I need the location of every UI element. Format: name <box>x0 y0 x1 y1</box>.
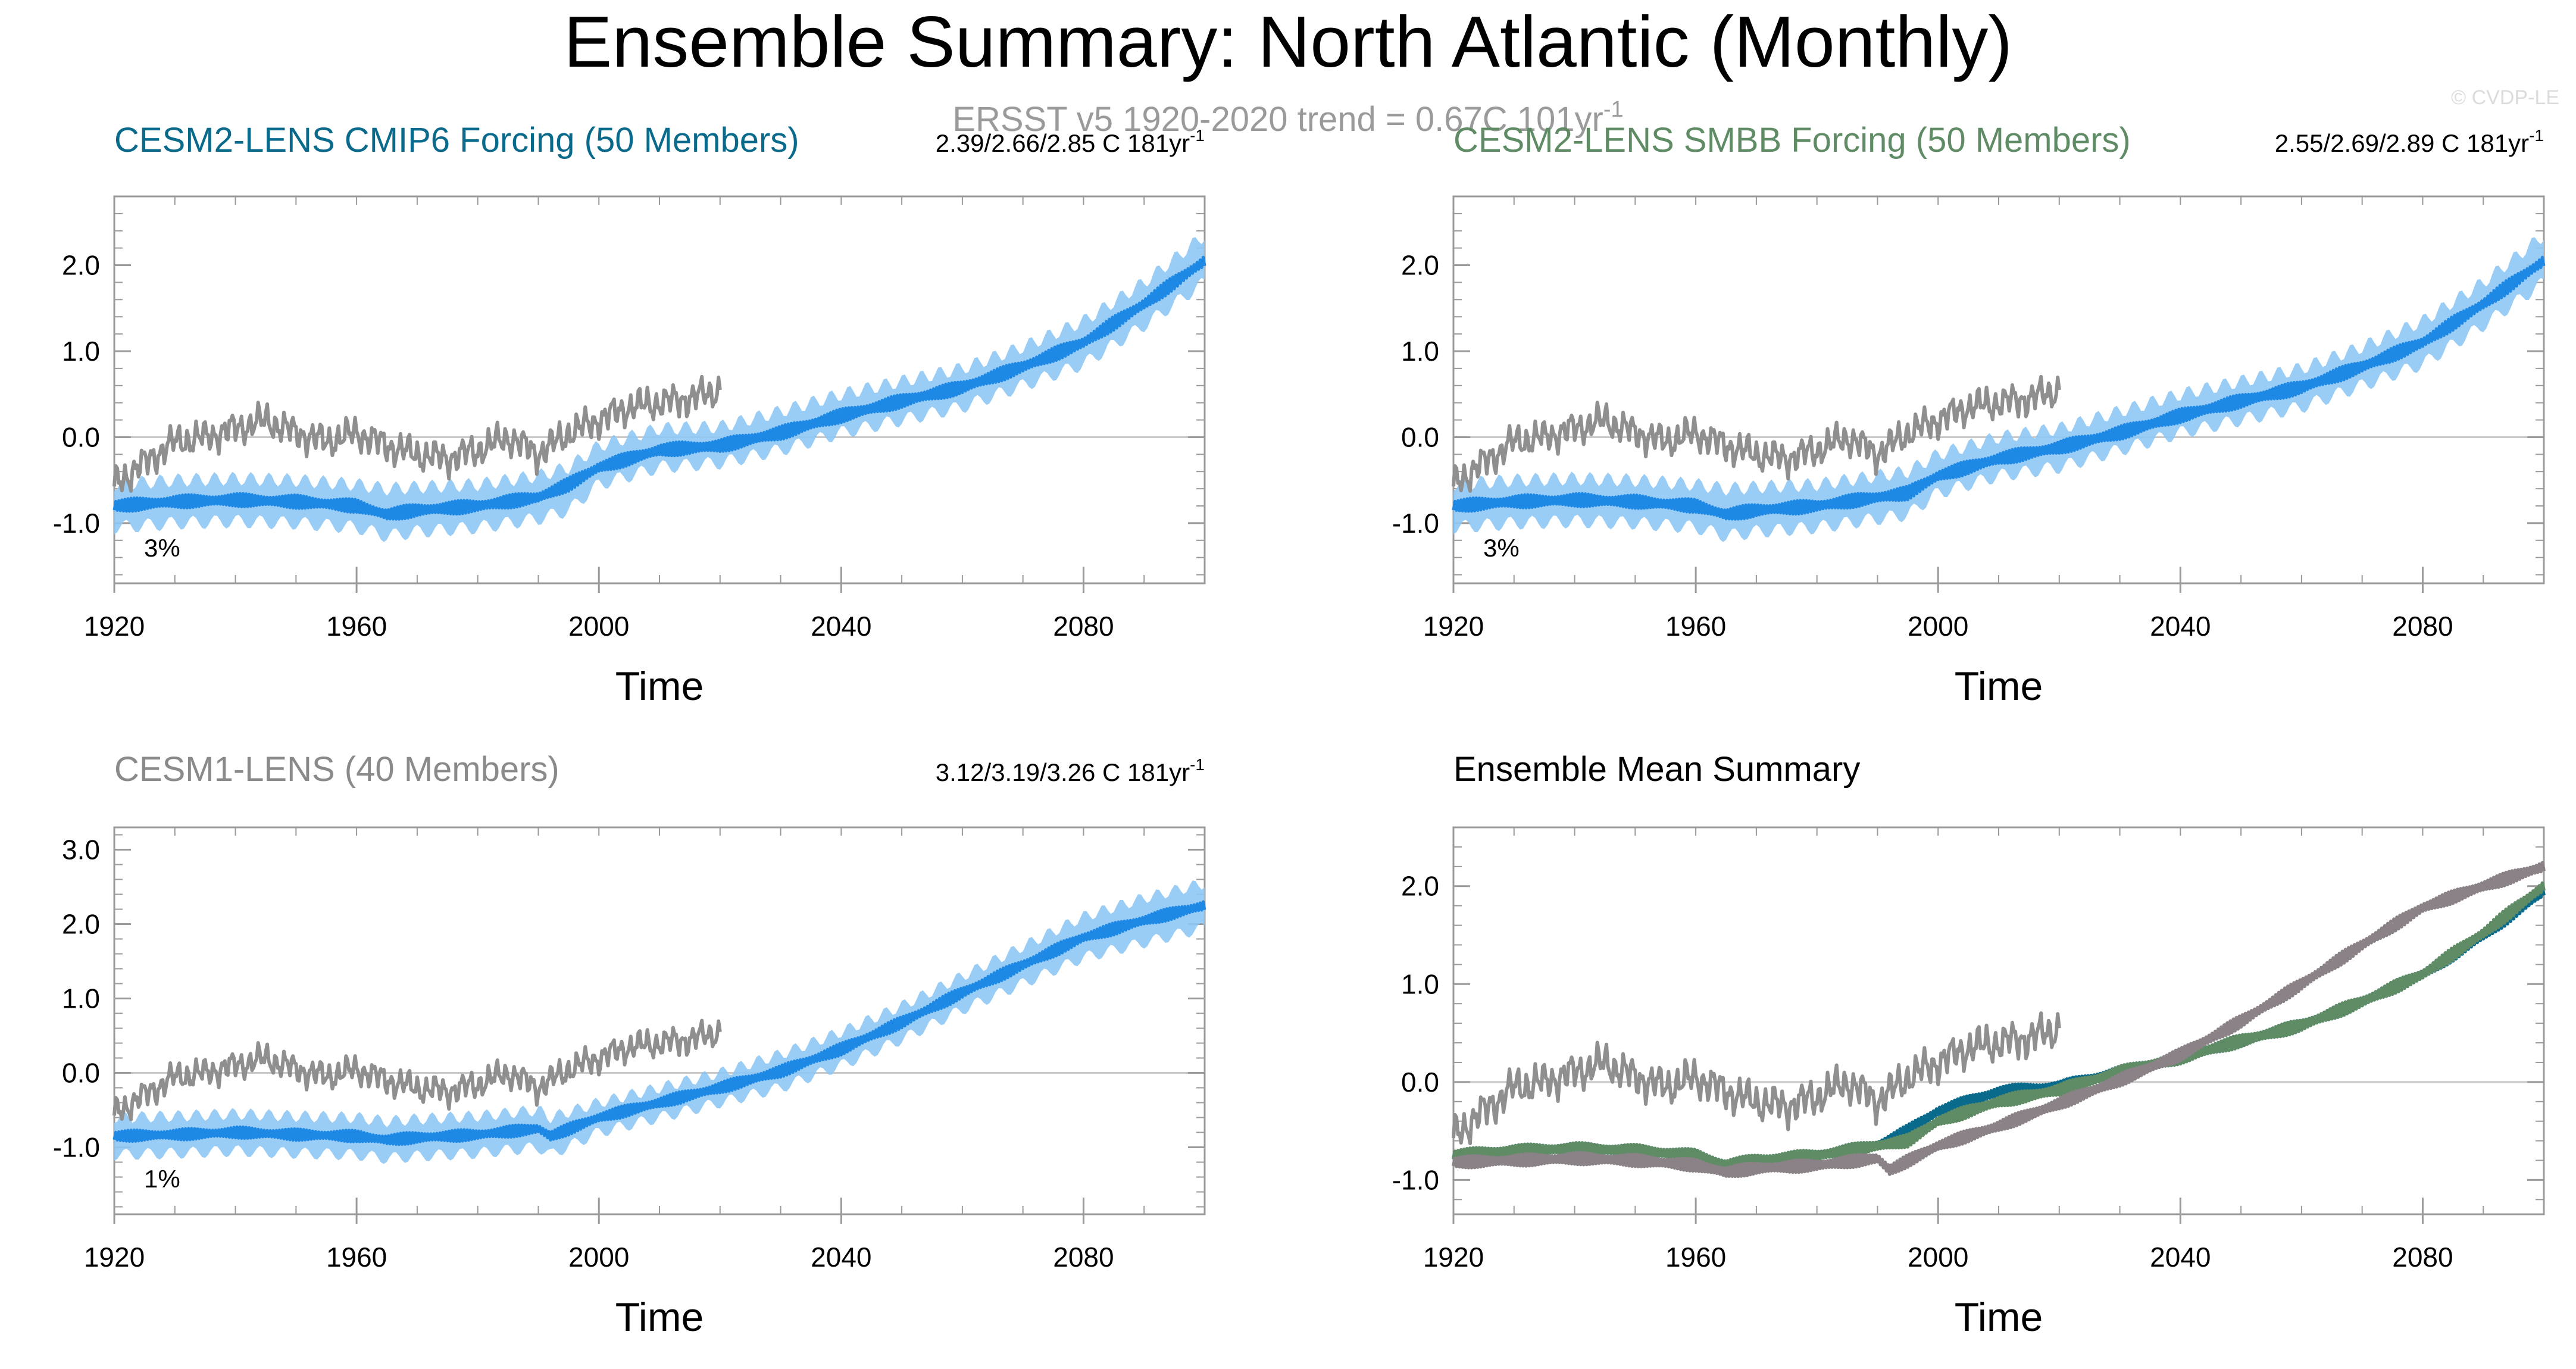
chart-panel-4: Ensemble Mean Summary -1.0 0.0 1.0 2.0 1920 19… <box>1392 750 2546 1340</box>
chart-panel-1: CESM2-LENS CMIP6 Forcing (50 Members) 2.3… <box>53 121 1206 709</box>
panel-title: CESM2-LENS SMBB Forcing (50 Members) <box>1453 121 2131 160</box>
plot-frame <box>113 195 1206 585</box>
trend-label-text: 3.12/3.19/3.26 C 181yr <box>936 758 1190 786</box>
y-tick-label: 3.0 <box>62 834 100 865</box>
y-tick-label: 2.0 <box>1401 871 1439 902</box>
percent-label: 3% <box>1483 534 1520 562</box>
ensemble-mean-line <box>1452 255 2546 521</box>
x-axis-title: Time <box>1955 1295 2043 1340</box>
watermark: © CVDP-LE <box>2451 86 2559 109</box>
observations-line <box>112 374 722 493</box>
y-tick-label: 0.0 <box>1401 1067 1439 1098</box>
trend-label-sup: -1 <box>1190 126 1205 145</box>
x-tick-label: 2080 <box>2392 611 2453 642</box>
x-tick-label: 2040 <box>2150 1242 2211 1273</box>
chart-panel-2: CESM2-LENS SMBB Forcing (50 Members) 2.55… <box>1392 121 2546 709</box>
subtitle-sup: -1 <box>1603 97 1624 122</box>
x-tick-label: 2080 <box>1053 1242 1114 1273</box>
chart-panel-3: CESM1-LENS (40 Members) 3.12/3.19/3.26 C … <box>53 750 1206 1340</box>
y-tick-label: 2.0 <box>1401 250 1439 281</box>
x-tick-label: 1960 <box>326 611 387 642</box>
y-tick-label: 1.0 <box>1401 968 1439 999</box>
x-tick-label: 1920 <box>1423 1242 1484 1273</box>
y-tick-label: -1.0 <box>53 1132 100 1163</box>
x-tick-label: 2040 <box>2150 611 2211 642</box>
trend-label: 2.39/2.66/2.85 C 181yr-1 <box>936 126 1205 157</box>
ensemble-spread-band <box>114 880 1205 1164</box>
panel-title: CESM1-LENS (40 Members) <box>114 750 559 789</box>
plot-frame <box>113 826 1206 1215</box>
y-tick-label: 0.0 <box>62 1058 100 1089</box>
x-tick-label: 1960 <box>1665 611 1726 642</box>
y-tick-label: -1.0 <box>1392 508 1439 539</box>
y-tick-label: 0.0 <box>62 421 100 452</box>
observations-line <box>112 1018 722 1121</box>
x-tick-label: 2000 <box>1908 611 1968 642</box>
x-tick-label: 1920 <box>84 1242 145 1273</box>
trend-label: 3.12/3.19/3.26 C 181yr-1 <box>936 755 1205 786</box>
x-tick-label: 1920 <box>84 611 145 642</box>
ensemble-mean-line <box>112 255 1206 521</box>
y-tick-label: 0.0 <box>1401 421 1439 452</box>
y-tick-label: 1.0 <box>1401 336 1439 367</box>
y-tick-label: 1.0 <box>62 983 100 1014</box>
ensemble-spread-band <box>114 237 1205 542</box>
x-tick-label: 1920 <box>1423 611 1484 642</box>
panel-title: CESM2-LENS CMIP6 Forcing (50 Members) <box>114 121 799 160</box>
figure-subtitle: ERSST v5 1920-2020 trend = 0.67C 101yr-1 <box>952 97 1623 139</box>
x-axis-title: Time <box>615 664 704 709</box>
percent-label: 1% <box>144 1165 180 1193</box>
x-tick-label: 1960 <box>1665 1242 1726 1273</box>
x-tick-label: 2080 <box>2392 1242 2453 1273</box>
trend-label-sup: -1 <box>2529 126 2544 145</box>
x-tick-label: 1960 <box>326 1242 387 1273</box>
y-tick-label: 1.0 <box>62 336 100 367</box>
mean-series-line <box>1452 861 2546 1179</box>
x-tick-label: 2080 <box>1053 611 1114 642</box>
trend-label: 2.55/2.69/2.89 C 181yr-1 <box>2275 126 2544 157</box>
x-axis-title: Time <box>1955 664 2043 709</box>
x-tick-label: 2040 <box>811 1242 871 1273</box>
trend-label-text: 2.39/2.66/2.85 C 181yr <box>936 129 1190 157</box>
subtitle-text: ERSST v5 1920-2020 trend = 0.67C 101yr <box>952 100 1603 139</box>
trend-label-text: 2.55/2.69/2.89 C 181yr <box>2275 129 2529 157</box>
y-tick-label: -1.0 <box>1392 1164 1439 1195</box>
percent-label: 3% <box>144 534 180 562</box>
panel-title: Ensemble Mean Summary <box>1453 750 1860 789</box>
y-tick-label: 2.0 <box>62 909 100 940</box>
trend-label-sup: -1 <box>1190 755 1205 774</box>
figure-title: Ensemble Summary: North Atlantic (Monthl… <box>564 1 2012 82</box>
x-tick-label: 2000 <box>1908 1242 1968 1273</box>
plot-frame <box>1452 195 2545 585</box>
x-tick-label: 2000 <box>568 611 629 642</box>
x-axis-title: Time <box>615 1295 704 1340</box>
ensemble-mean-line <box>112 900 1206 1146</box>
x-tick-label: 2040 <box>811 611 871 642</box>
x-tick-label: 2000 <box>568 1242 629 1273</box>
y-tick-label: 2.0 <box>62 250 100 281</box>
y-tick-label: -1.0 <box>53 508 100 539</box>
observations-line <box>1452 374 2061 493</box>
ensemble-spread-band <box>1453 237 2544 542</box>
observations-line <box>1452 1011 2061 1145</box>
